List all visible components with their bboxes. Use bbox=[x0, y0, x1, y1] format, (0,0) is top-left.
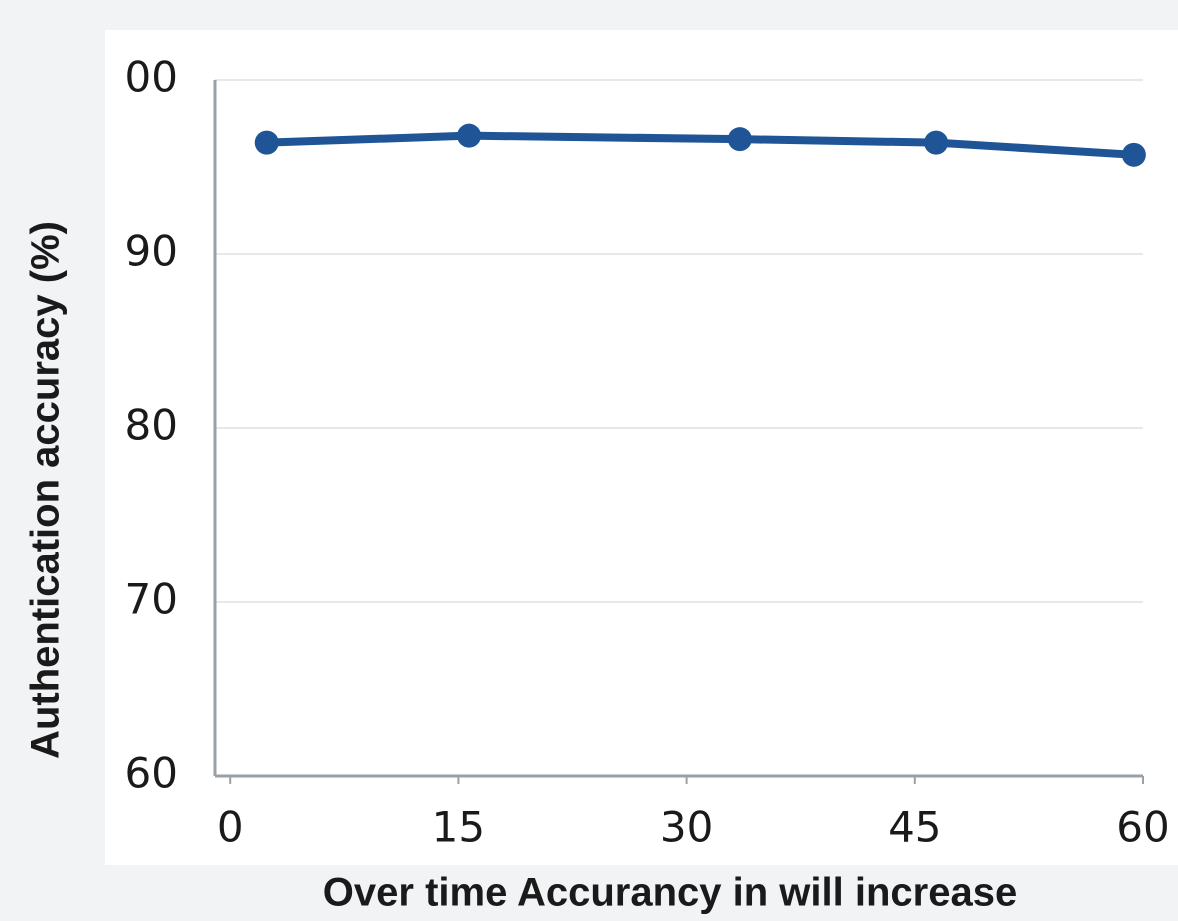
x-tick-label: 0 bbox=[217, 803, 244, 852]
x-tick-label: 15 bbox=[432, 803, 485, 852]
data-point bbox=[924, 130, 949, 155]
y-axis-title: Authentication accuracy (%) bbox=[24, 221, 68, 759]
y-tick-label: 70 bbox=[125, 575, 178, 624]
data-point bbox=[1121, 142, 1146, 167]
x-tick-label: 45 bbox=[888, 803, 941, 852]
x-tick-label: 30 bbox=[660, 803, 713, 852]
data-point bbox=[254, 130, 279, 155]
y-tick-label: 90 bbox=[125, 227, 178, 276]
x-axis-title: Over time Accurancy in will increase bbox=[323, 871, 1017, 915]
y-tick-label: 00 bbox=[125, 53, 178, 102]
y-tick-label: 80 bbox=[125, 401, 178, 450]
data-point bbox=[457, 123, 482, 148]
y-tick-label: 60 bbox=[125, 749, 178, 798]
x-tick-label: 60 bbox=[1116, 803, 1169, 852]
data-point bbox=[727, 127, 752, 152]
plot-panel bbox=[105, 30, 1178, 865]
